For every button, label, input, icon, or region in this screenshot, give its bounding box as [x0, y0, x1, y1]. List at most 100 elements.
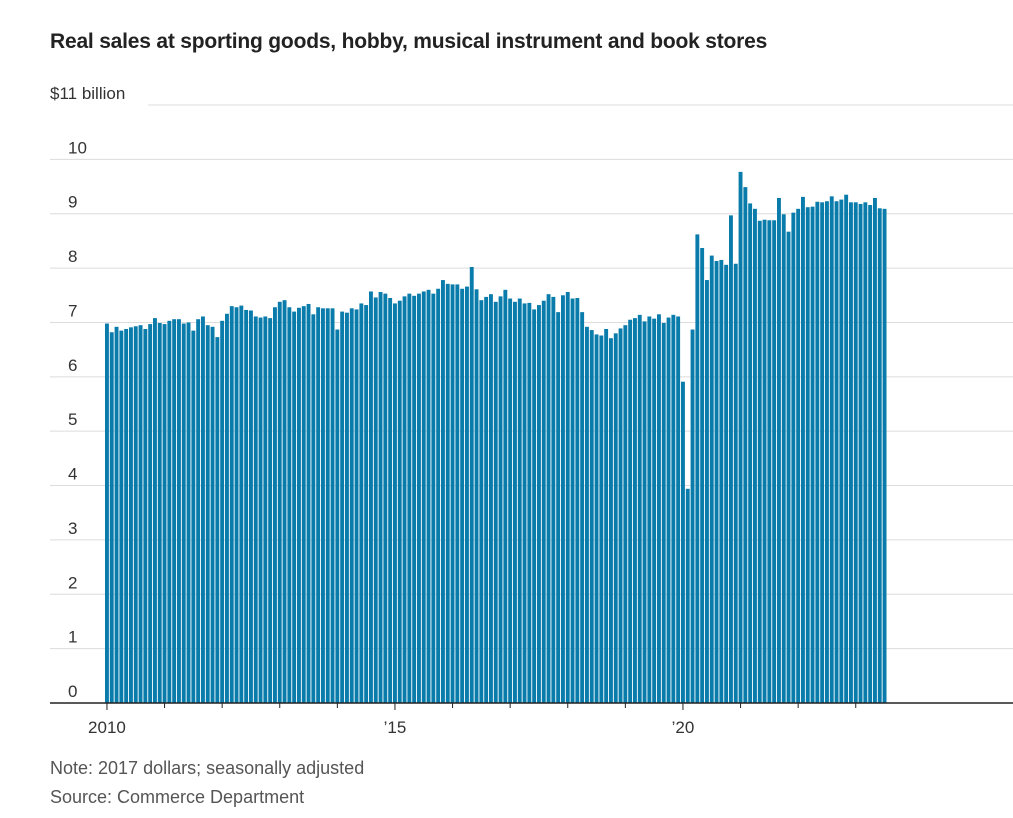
bar: [292, 311, 297, 703]
bar: [354, 309, 359, 703]
bar: [805, 207, 810, 703]
bar: [580, 312, 585, 703]
bar: [853, 202, 858, 703]
bar: [297, 307, 301, 703]
bar: [868, 205, 873, 703]
bar: [637, 314, 642, 703]
bar: [666, 317, 671, 703]
bar: [474, 289, 479, 703]
bar: [282, 300, 287, 703]
bar: [263, 316, 268, 703]
bar: [124, 328, 129, 703]
bar: [671, 314, 676, 703]
bar: [709, 255, 714, 703]
bar-series: [105, 171, 887, 704]
bar: [498, 296, 503, 703]
bar: [541, 300, 546, 703]
bar: [719, 259, 724, 703]
bar: [748, 203, 753, 703]
y-tick-label: 2: [68, 573, 77, 592]
bar: [205, 325, 210, 703]
bar: [138, 325, 143, 703]
bar: [215, 337, 220, 703]
bar: [508, 298, 513, 703]
bar: [589, 330, 594, 703]
bar: [162, 324, 167, 703]
bar: [191, 330, 196, 703]
bar: [340, 311, 345, 703]
bar: [753, 208, 757, 703]
bar: [786, 231, 791, 704]
bar: [431, 293, 436, 703]
bar: [105, 323, 109, 703]
bar: [229, 306, 234, 703]
bar: [570, 298, 575, 703]
bar: [820, 202, 825, 703]
bar: [253, 316, 258, 703]
bar: [685, 488, 690, 703]
bar: [172, 319, 177, 703]
bar: [402, 296, 407, 703]
bar: [532, 309, 537, 703]
chart-source: Source: Commerce Department: [50, 787, 305, 807]
chart-note: Note: 2017 dollars; seasonally adjusted: [50, 758, 365, 778]
bar: [201, 316, 205, 703]
bar: [321, 308, 325, 703]
bar: [364, 305, 369, 703]
bar: [657, 314, 661, 703]
bar: [417, 293, 421, 703]
bar: [527, 302, 532, 703]
bar: [287, 307, 292, 703]
bar: [772, 220, 777, 703]
chart-title: Real sales at sporting goods, hobby, mus…: [50, 30, 768, 53]
bar: [858, 203, 863, 703]
bar: [412, 295, 417, 703]
bar: [167, 320, 172, 703]
y-tick-label: 7: [68, 301, 77, 320]
bar: [757, 220, 762, 704]
bar: [109, 332, 114, 703]
bar: [450, 284, 455, 703]
bar: [791, 212, 796, 703]
bar: [196, 319, 201, 703]
bar: [325, 308, 330, 703]
bar: [273, 307, 277, 703]
bar: [623, 325, 628, 703]
bar: [767, 220, 772, 703]
y-unit-label: $11 billion: [50, 84, 125, 103]
bar: [522, 303, 527, 703]
bar: [479, 300, 484, 703]
bar: [460, 288, 465, 703]
bar: [551, 296, 556, 703]
bar: [441, 280, 445, 703]
bar: [565, 292, 570, 703]
bar: [143, 328, 148, 703]
bar: [777, 197, 781, 703]
bar: [839, 199, 844, 703]
bar: [690, 329, 695, 703]
bar: [210, 326, 215, 703]
bar: [652, 318, 657, 703]
bar: [537, 305, 541, 703]
bar: [114, 326, 119, 703]
bar: [484, 296, 489, 703]
bar: [301, 306, 306, 703]
bar: [863, 202, 868, 703]
bar: [575, 297, 580, 703]
bar: [306, 303, 311, 703]
bar: [335, 329, 340, 703]
bar: [359, 303, 364, 703]
bar: [369, 291, 373, 703]
y-tick-label: 0: [68, 682, 77, 701]
bar: [349, 308, 354, 703]
bar: [129, 327, 133, 703]
bar: [153, 318, 157, 703]
y-tick-label: 1: [68, 628, 77, 647]
bar: [613, 333, 618, 703]
bar: [373, 297, 378, 703]
bar: [604, 328, 609, 703]
bar: [239, 305, 244, 703]
bar: [330, 308, 335, 703]
bar: [705, 280, 709, 703]
bar: [277, 301, 282, 703]
